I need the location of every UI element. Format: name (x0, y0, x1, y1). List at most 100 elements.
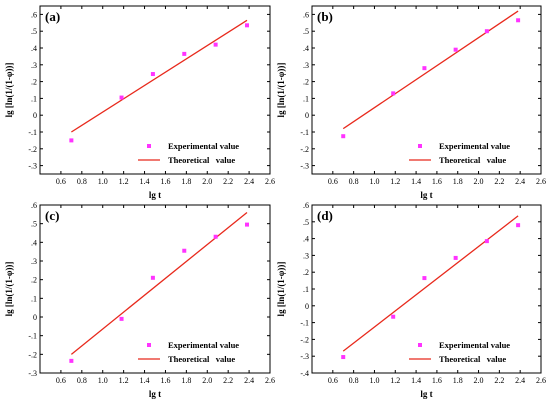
y-tick-label: -.2 (300, 145, 309, 154)
x-tick-label: 1.6 (160, 177, 170, 186)
x-tick-label: 1.2 (390, 177, 400, 186)
y-tick-label: .2 (31, 276, 37, 285)
experimental-point (182, 248, 187, 253)
y-tick-label: .1 (303, 285, 309, 294)
experimental-point (245, 222, 249, 227)
legend-label-theoretical: Theoretical value (168, 354, 235, 364)
x-tick-label: 1.4 (411, 376, 421, 385)
x-tick-label: 1.6 (160, 376, 170, 385)
plot-frame (39, 5, 271, 175)
y-tick-label: .5 (31, 27, 37, 36)
experimental-point (150, 72, 155, 77)
x-tick-label: 1.4 (140, 177, 150, 186)
x-tick-label: 1.6 (432, 177, 442, 186)
y-tick-label: .2 (303, 268, 309, 277)
y-tick-label: .3 (303, 61, 309, 70)
y-tick-label: -.3 (28, 369, 37, 378)
panel-label: (d) (317, 208, 333, 223)
x-tick-label: 1.2 (390, 376, 400, 385)
x-tick-label: 2.0 (474, 376, 484, 385)
y-tick-label: .6 (303, 10, 309, 19)
y-tick-label: .2 (31, 78, 37, 87)
chart-panel-b: 0.6 0.8 1.0 1.2 1.4 1.6 1.8 2.0 2.2 2.4 2.6-.3-.2-… (276, 5, 546, 200)
experimental-point (391, 91, 396, 96)
theoretical-line (342, 10, 519, 130)
legend-label-experimental: Experimental value (439, 340, 510, 350)
experimental-point (69, 138, 74, 143)
legend-marker-experimental (147, 343, 151, 347)
x-tick-label: 0.8 (349, 177, 359, 186)
y-tick-label: -.3 (28, 162, 37, 171)
y-axis-title: lg [ln(1/(1-φ))] (276, 63, 286, 118)
y-axis-title: lg [ln(1/(1-φ))] (4, 63, 14, 118)
experimental-point (182, 51, 187, 56)
x-tick-label: 1.4 (140, 376, 150, 385)
x-tick-label: 1.0 (98, 177, 108, 186)
experimental-point (391, 314, 396, 319)
x-tick-label: 1.2 (119, 376, 129, 385)
legend: Experimental value Theoretical value (138, 340, 239, 364)
x-axis-title: lg t (149, 190, 161, 200)
y-tick-label: 0 (305, 302, 309, 311)
y-tick-label: .3 (303, 251, 309, 260)
experimental-point (119, 316, 124, 321)
experimental-point (422, 276, 427, 281)
legend-label-experimental: Experimental value (168, 340, 239, 350)
theoretical-line (70, 211, 248, 355)
y-axis-title: lg [ln(1/(1-φ))] (4, 262, 14, 317)
experimental-point (516, 18, 521, 23)
x-tick-label: 2.2 (494, 376, 504, 385)
x-tick-label: 2.4 (515, 177, 525, 186)
experimental-point (213, 234, 218, 239)
experimental-point (453, 47, 458, 52)
x-tick-label: 2.6 (265, 376, 275, 385)
x-axis-title: lg t (420, 190, 432, 200)
y-tick-label: .2 (303, 78, 309, 87)
x-tick-label: 0.8 (77, 177, 87, 186)
x-tick-label: 2.6 (536, 177, 546, 186)
x-tick-label: 1.8 (181, 376, 191, 385)
legend-marker-experimental (418, 343, 422, 347)
y-axis-title: lg [ln(1/(1-φ))] (276, 262, 286, 317)
y-tick-label: 0 (33, 111, 37, 120)
legend-label-theoretical: Theoretical value (439, 354, 506, 364)
panel-label: (b) (317, 9, 333, 24)
x-tick-label: 1.8 (181, 177, 191, 186)
experimental-point (341, 355, 346, 360)
experimental-point (422, 66, 427, 71)
x-tick-label: 1.6 (432, 376, 442, 385)
x-tick-label: 2.4 (515, 376, 525, 385)
x-tick-label: 1.4 (411, 177, 421, 186)
experimental-point (119, 95, 124, 100)
y-tick-label: .3 (31, 61, 37, 70)
x-tick-label: 2.0 (474, 177, 484, 186)
legend: Experimental value Theoretical value (409, 340, 510, 364)
x-tick-label: 2.0 (202, 177, 212, 186)
y-tick-label: .5 (303, 218, 309, 227)
x-tick-label: 2.0 (202, 376, 212, 385)
experimental-point (484, 29, 489, 34)
x-tick-label: 2.2 (494, 177, 504, 186)
legend: Experimental value Theoretical value (409, 141, 510, 165)
x-tick-label: 2.4 (244, 376, 254, 385)
chart-panel-d: 0.6 0.8 1.0 1.2 1.4 1.6 1.8 2.0 2.2 2.4 2.6-.4-.3-… (276, 201, 546, 399)
experimental-point (453, 255, 458, 260)
y-tick-label: -.3 (300, 352, 309, 361)
y-tick-label: .4 (31, 238, 37, 247)
experimental-point (69, 358, 74, 363)
x-tick-label: 2.6 (536, 376, 546, 385)
y-tick-label: -.2 (300, 335, 309, 344)
y-tick-label: .1 (303, 94, 309, 103)
y-tick-label: -.4 (300, 369, 309, 378)
x-tick-label: 0.8 (349, 376, 359, 385)
experimental-point (213, 42, 218, 47)
legend-marker-experimental (418, 144, 422, 148)
legend-label-theoretical: Theoretical value (168, 155, 235, 165)
y-tick-label: .6 (31, 201, 37, 210)
y-tick-label: .1 (31, 94, 37, 103)
x-tick-label: 1.0 (369, 177, 379, 186)
x-tick-label: 2.2 (223, 376, 233, 385)
legend-marker-experimental (147, 144, 151, 148)
y-tick-label: -.2 (28, 145, 37, 154)
y-tick-label: .4 (303, 44, 309, 53)
